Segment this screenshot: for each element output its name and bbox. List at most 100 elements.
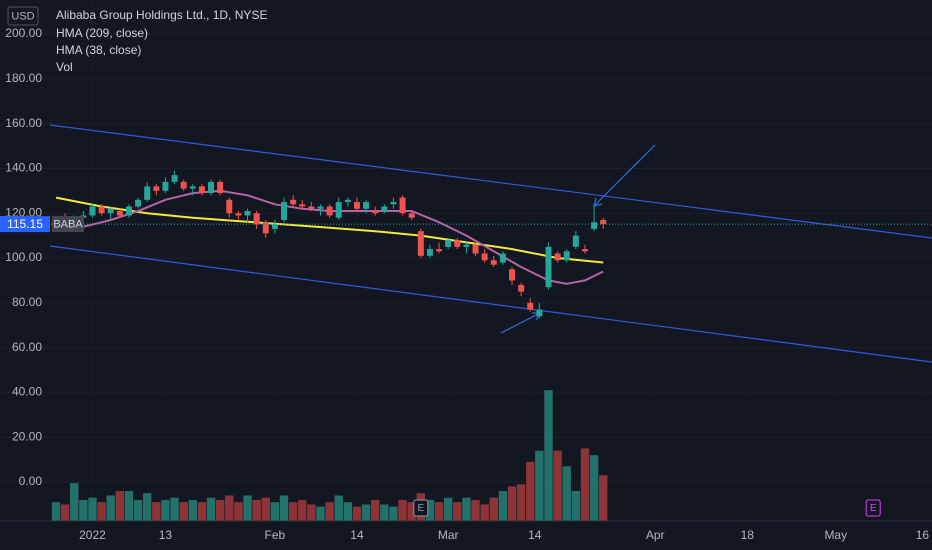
event-label: E — [417, 503, 424, 514]
candle-body — [244, 210, 251, 216]
y-tick-label: 0.00 — [19, 474, 43, 488]
candle-body — [417, 231, 424, 256]
volume-bar — [133, 499, 143, 521]
candle-body — [536, 309, 543, 317]
volume-bar — [407, 502, 416, 521]
candle-body — [554, 253, 561, 261]
volume-bar — [434, 502, 444, 521]
volume-bar — [544, 390, 553, 521]
candle-body — [499, 253, 506, 263]
candle-body — [226, 199, 233, 214]
channel-upper — [49, 124, 932, 239]
x-tick-label: May — [824, 528, 847, 542]
candle-body — [308, 206, 315, 209]
volume-bar — [97, 502, 106, 521]
candle-body — [271, 224, 278, 229]
volume-bar — [298, 499, 307, 521]
candle-body — [481, 253, 488, 261]
volume-bar — [589, 455, 599, 521]
volume-bar — [115, 490, 125, 521]
candle-body — [180, 181, 187, 189]
y-tick-label: 100.00 — [5, 250, 42, 264]
candle-body — [472, 244, 479, 254]
currency-box — [7, 6, 39, 26]
volume-bar — [462, 497, 471, 521]
volume-bar — [389, 506, 398, 521]
indicators — [55, 189, 604, 285]
volume-bar — [480, 504, 489, 521]
volume-bar — [507, 486, 517, 521]
volume-bar — [106, 495, 115, 521]
candle-body — [281, 202, 288, 220]
candle-body — [144, 186, 151, 200]
volume — [51, 390, 608, 521]
candle-body — [326, 206, 333, 216]
y-tick-label: 40.00 — [12, 385, 42, 399]
volume-bar — [234, 502, 243, 521]
grid — [0, 0, 932, 521]
candle-body — [290, 199, 297, 205]
volume-bar — [243, 495, 252, 521]
volume-bar — [599, 475, 608, 521]
candle-body — [563, 251, 570, 261]
candles — [52, 170, 607, 319]
volume-bar — [143, 493, 152, 521]
candle-body — [299, 204, 306, 207]
volume-bar — [197, 502, 207, 521]
x-tick-label: 14 — [528, 528, 542, 542]
volume-bar — [225, 495, 234, 521]
volume-bar — [252, 499, 261, 521]
x-tick-label: 2022 — [79, 528, 106, 542]
arrow-line — [593, 144, 656, 207]
volume-bar — [498, 490, 508, 521]
candle-body — [98, 206, 105, 214]
y-tick-label: 80.00 — [12, 295, 42, 309]
y-tick-label: 120.00 — [5, 205, 42, 219]
event-label: E — [870, 503, 877, 514]
candle-body — [381, 206, 388, 211]
volume-bar — [325, 502, 334, 521]
candle-body — [344, 199, 351, 203]
volume-bar — [471, 499, 480, 521]
y-tick-label: 160.00 — [5, 116, 42, 130]
indicator-line — [55, 189, 604, 285]
volume-bar — [152, 502, 161, 521]
volume-bar — [580, 448, 590, 521]
candle-body — [162, 181, 169, 191]
x-tick-label: Apr — [646, 528, 665, 542]
candle-body — [372, 210, 379, 214]
channel-lower — [49, 245, 932, 363]
candle-body — [262, 222, 269, 234]
candle-body — [235, 213, 242, 216]
x-tick-label: 13 — [159, 528, 173, 542]
volume-bar — [526, 461, 535, 521]
volume-bar — [70, 483, 79, 521]
candle-body — [509, 269, 516, 281]
candle-body — [390, 202, 397, 205]
candle-body — [353, 202, 360, 209]
volume-bar — [361, 504, 371, 521]
volume-bar — [553, 450, 562, 521]
y-tick-label: 60.00 — [12, 340, 42, 354]
candle-body — [490, 260, 497, 265]
volume-bar — [352, 506, 362, 521]
volume-bar — [307, 504, 316, 521]
candle-body — [335, 202, 342, 218]
event-marker — [413, 499, 429, 517]
volume-bar — [562, 466, 571, 521]
y-tick-label: 180.00 — [5, 71, 42, 85]
candle-body — [518, 284, 525, 292]
volume-bar — [453, 502, 462, 521]
overlay: 0.00 20.00 40.00 60.00 80.00 100.00 120.00 140.… — [0, 26, 932, 517]
symbol-tag — [52, 216, 84, 233]
volume-bar — [206, 497, 216, 521]
candle-body — [198, 186, 205, 194]
candle-body — [125, 206, 132, 216]
candle-body — [89, 206, 96, 216]
candle-body — [572, 235, 579, 247]
candle-body — [253, 213, 260, 225]
candle-body — [116, 210, 123, 216]
candle-body — [217, 181, 224, 194]
